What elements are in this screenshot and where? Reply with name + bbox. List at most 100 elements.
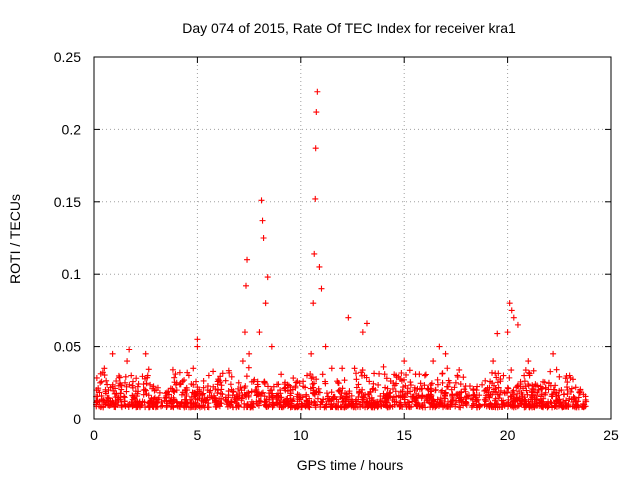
data-point [570, 376, 577, 383]
data-point [97, 404, 104, 411]
data-point [239, 392, 246, 399]
data-point [424, 393, 431, 400]
data-point [454, 392, 461, 399]
data-point [451, 384, 458, 391]
data-point [391, 398, 398, 405]
data-point [561, 399, 568, 406]
data-point [124, 358, 131, 365]
data-point [178, 391, 185, 398]
data-point [407, 379, 414, 386]
data-point [542, 389, 549, 396]
data-point [318, 399, 325, 406]
data-point [526, 401, 533, 408]
data-point [419, 392, 426, 399]
data-point [537, 393, 544, 400]
data-point [552, 403, 559, 410]
data-point [442, 350, 449, 357]
data-point [135, 380, 142, 387]
data-point [452, 403, 459, 410]
data-point [270, 383, 277, 390]
data-point [449, 391, 456, 398]
data-point [163, 404, 170, 411]
data-point [407, 382, 414, 389]
data-point [234, 395, 241, 402]
data-point [320, 396, 327, 403]
data-point [397, 376, 404, 383]
data-point [273, 396, 280, 403]
data-point [555, 396, 562, 403]
data-point [494, 379, 501, 386]
data-point [134, 383, 141, 390]
data-point [274, 393, 281, 400]
data-point [514, 382, 521, 389]
data-point [113, 378, 120, 384]
data-point [463, 400, 470, 407]
data-point [142, 350, 149, 357]
data-point [456, 366, 463, 373]
data-point [110, 387, 117, 394]
data-point [309, 374, 316, 381]
data-point [564, 379, 571, 386]
data-point [215, 377, 222, 384]
data-point [521, 404, 528, 411]
data-point [225, 394, 232, 401]
data-point [547, 368, 554, 375]
data-point [539, 401, 546, 408]
data-point [290, 396, 297, 403]
x-tick-label: 25 [603, 427, 619, 443]
data-point [153, 387, 160, 394]
data-point [433, 402, 440, 409]
data-point [241, 329, 248, 336]
data-point [497, 387, 504, 394]
data-point [112, 398, 119, 405]
data-point [184, 387, 191, 394]
data-point [145, 366, 152, 373]
data-point [582, 403, 589, 410]
data-point [339, 365, 346, 372]
data-point [504, 384, 511, 391]
data-point [417, 380, 424, 387]
data-point [567, 388, 574, 395]
data-point [553, 366, 560, 373]
data-point [170, 404, 177, 411]
data-point [144, 372, 151, 379]
data-point [427, 404, 434, 411]
data-point [257, 393, 264, 400]
data-point [244, 401, 251, 408]
data-point [129, 384, 136, 391]
data-point [456, 395, 463, 402]
data-point [333, 404, 340, 411]
data-point [225, 367, 232, 374]
data-point [322, 403, 329, 410]
data-point [172, 371, 179, 378]
data-point [303, 397, 310, 404]
data-point [525, 369, 532, 376]
data-point [517, 383, 524, 390]
data-point [572, 404, 579, 411]
data-point [109, 350, 116, 357]
data-point [510, 398, 517, 405]
data-point [521, 396, 528, 403]
data-point [517, 400, 524, 407]
data-point [116, 374, 123, 381]
data-point [570, 393, 577, 400]
data-point [404, 399, 411, 406]
data-point [248, 388, 255, 395]
data-point [104, 381, 111, 388]
data-point [243, 390, 250, 397]
data-point [328, 389, 335, 396]
data-point [97, 370, 104, 377]
data-point [191, 390, 198, 397]
data-point [345, 314, 352, 321]
data-point [204, 387, 211, 394]
data-point [194, 336, 201, 343]
data-point [351, 365, 358, 372]
data-point [310, 300, 317, 307]
data-point [268, 343, 275, 350]
data-point [337, 393, 344, 400]
data-point [439, 387, 446, 394]
data-point [246, 350, 253, 357]
data-point [432, 386, 439, 393]
data-point [446, 379, 453, 386]
data-point [365, 403, 372, 410]
